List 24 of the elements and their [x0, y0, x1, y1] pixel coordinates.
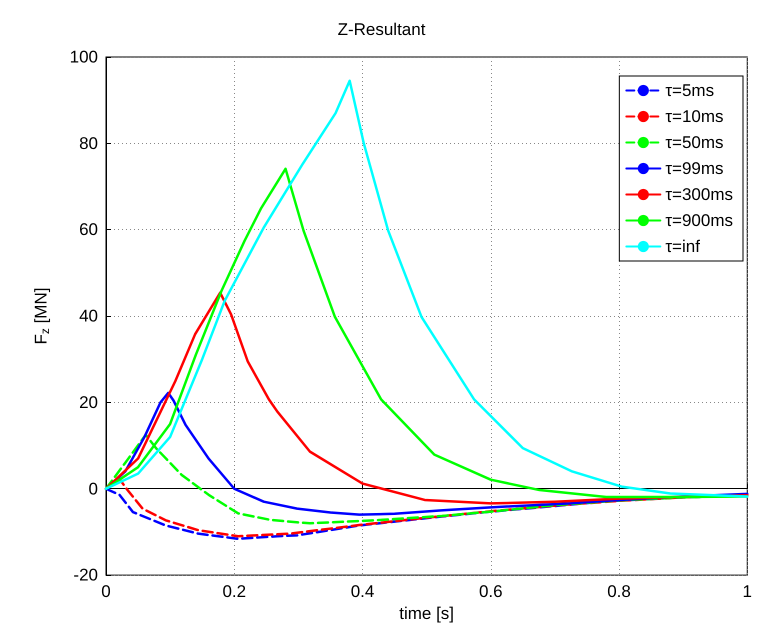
x-tick-label: 0.6 [478, 582, 503, 602]
y-tick-label: 40 [79, 306, 98, 326]
y-tick-label: 60 [79, 220, 98, 240]
y-tick-label: 100 [70, 48, 98, 66]
legend-label: τ=300ms [665, 185, 734, 204]
legend-label: τ=10ms [665, 107, 724, 126]
legend-label: τ=inf [665, 237, 700, 256]
y-tick-label: 20 [79, 392, 98, 412]
x-axis-title: time [s] [399, 604, 454, 623]
y-tick-label: 0 [88, 479, 98, 498]
chart-title: Z-Resultant [338, 20, 426, 39]
y-tick-label: 80 [79, 134, 98, 153]
legend-label: τ=5ms [665, 81, 714, 100]
y-axis-title: Fz [MN] [32, 288, 52, 345]
x-tick-label: 0 [101, 582, 111, 602]
x-tick-label: 0.8 [607, 582, 631, 602]
x-tick-label: 0.4 [350, 582, 374, 602]
x-tick-label: 0.2 [222, 582, 246, 602]
y-tick-label: -20 [73, 566, 98, 585]
line-series [104, 79, 749, 498]
legend-label: τ=99ms [665, 159, 724, 178]
x-tick-label: 1 [742, 582, 752, 602]
legend-label: τ=50ms [665, 133, 724, 152]
legend-label: τ=900ms [665, 211, 734, 230]
